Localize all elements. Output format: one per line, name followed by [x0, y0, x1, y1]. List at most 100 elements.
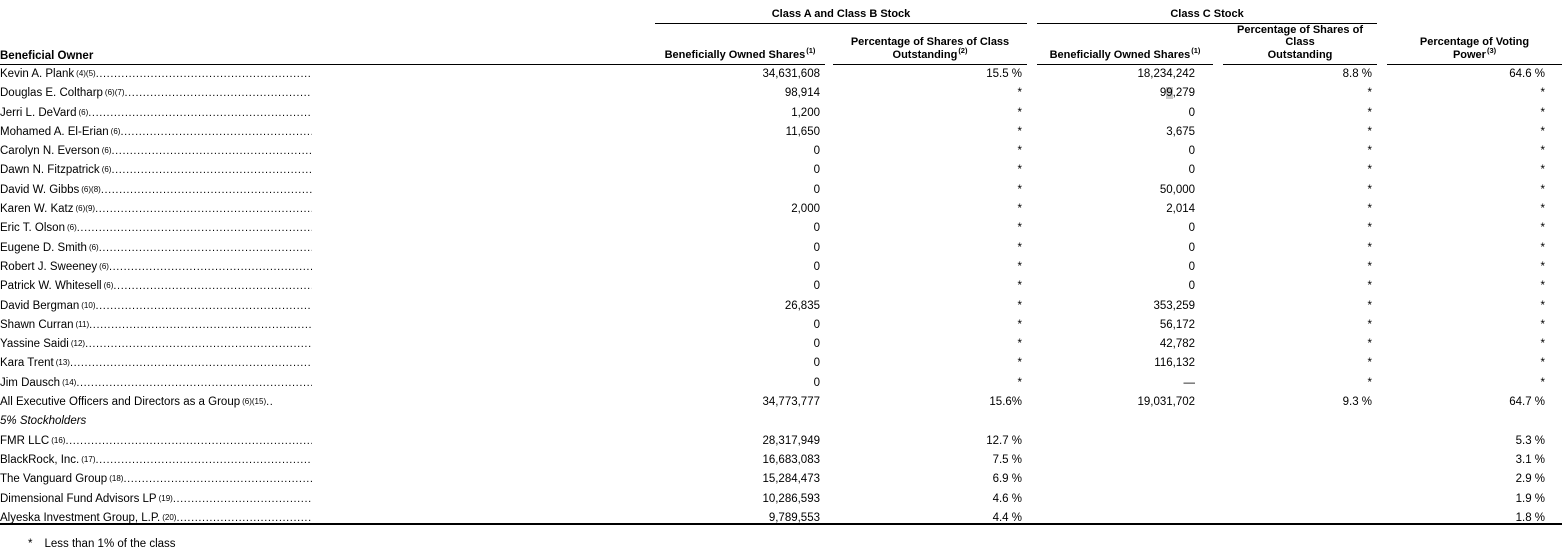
class-a-shares-cell: 2,000 — [791, 203, 820, 216]
spacer-cell — [1213, 23, 1223, 65]
spacer-cell — [1027, 84, 1037, 103]
group-header-class-c: Class C Stock — [1037, 0, 1378, 24]
class-c-pct-cell: * — [1367, 203, 1373, 216]
class-c-pct-cell: * — [1367, 260, 1373, 273]
spacer-cell — [825, 104, 833, 123]
voting-power-cell: * — [1540, 125, 1546, 138]
class-c-shares-cell: 18,234,242 — [1137, 68, 1196, 80]
owner-name: The Vanguard Group — [0, 473, 108, 486]
class-c-shares-cell — [1037, 490, 1213, 509]
table-row: Yassine Saidi(12) 0 * 42,782 * * — [0, 335, 1562, 354]
voting-power-cell: 2.9 % — [1515, 473, 1546, 486]
spacer-cell — [1213, 432, 1223, 451]
owner-name: BlackRock, Inc. — [0, 453, 80, 466]
voting-power-cell: 1.8 % — [1515, 511, 1546, 524]
class-a-shares-cell: 0 — [813, 357, 820, 370]
class-c-shares-cell: 50,000 — [1159, 183, 1196, 196]
owner-line: Mohamed A. El-Erian (6) — [0, 123, 312, 142]
owner-cell: Jim Dausch (14) — [0, 374, 655, 393]
highlighted-digit: 9 — [1166, 87, 1173, 100]
spacer-cell — [1213, 219, 1223, 238]
class-c-shares-cell — [1037, 509, 1213, 528]
spacer-cell — [1377, 104, 1387, 123]
voting-power-cell: * — [1540, 338, 1546, 351]
spacer-cell — [1377, 470, 1387, 489]
table-row: Carolyn N. Everson(6) 0 * 0 * * — [0, 142, 1562, 161]
voting-power-cell: 64.6 % — [1509, 68, 1546, 80]
class-c-pct-cell: * — [1367, 106, 1373, 119]
class-a-shares-cell — [655, 412, 825, 431]
dot-leader — [65, 432, 312, 451]
spacer-cell — [825, 393, 833, 412]
dot-leader — [95, 200, 312, 219]
spacer-cell — [825, 490, 833, 509]
spacer-cell — [825, 316, 833, 335]
dot-leader — [176, 509, 312, 528]
spacer-cell — [1213, 451, 1223, 470]
spacer-cell — [1377, 161, 1387, 180]
owner-line: Shawn Curran (11) — [0, 316, 312, 335]
spacer-cell — [1377, 65, 1387, 85]
spacer-cell — [1213, 412, 1223, 431]
class-a-shares-cell: 0 — [813, 145, 820, 158]
spacer-cell — [1377, 258, 1387, 277]
voting-power-cell: * — [1540, 87, 1546, 100]
dot-leader — [120, 123, 312, 142]
spacer-cell — [825, 412, 833, 431]
voting-power-cell: * — [1540, 203, 1546, 216]
owner-cell: Kara Trent (13) — [0, 354, 655, 373]
class-c-pct-cell: * — [1367, 241, 1373, 254]
owner-cell: Mohamed A. El-Erian (6) — [0, 123, 655, 142]
class-a-pct-cell: 7.5 % — [992, 453, 1023, 466]
owner-name: Kevin A. Plank — [0, 68, 75, 80]
voting-power-cell: 5.3 % — [1515, 434, 1546, 447]
dot-leader — [88, 104, 312, 123]
table-row: Douglas E. Coltharp(6)(7)98,914*99,279** — [0, 84, 1562, 103]
owner-name: Jerri L. DeVard — [0, 106, 77, 119]
dot-leader — [96, 65, 312, 84]
class-a-shares-cell: 0 — [813, 222, 820, 235]
spacer-cell — [1213, 84, 1223, 103]
spacer-cell — [1377, 200, 1387, 219]
header-footnote-ref: (1) — [1191, 45, 1201, 55]
class-a-pct-cell: * — [1017, 183, 1023, 196]
class-c-shares-cell: 42,782 — [1159, 338, 1196, 351]
class-c-shares-cell — [1037, 470, 1213, 489]
group-header-row: Class A and Class B Stock Class C Stock — [0, 0, 1562, 24]
voting-power-cell: * — [1540, 299, 1546, 312]
voting-power-cell: * — [1540, 241, 1546, 254]
owner-name: Alyeska Investment Group, L.P. — [0, 511, 161, 524]
owner-name: Douglas E. Coltharp — [0, 87, 103, 100]
table-row: David Bergman(10) 26,835 * 353,259 * * — [0, 297, 1562, 316]
class-a-pct-cell: 12.7 % — [986, 434, 1023, 447]
class-a-pct-cell: * — [1017, 164, 1023, 177]
owner-line: Kara Trent (13) — [0, 354, 312, 373]
owner-cell: Eric T. Olson (6) — [0, 219, 655, 238]
spacer-cell — [1027, 142, 1037, 161]
class-c-pct-cell — [1223, 451, 1377, 470]
voting-power-cell — [1387, 412, 1562, 431]
spacer-cell — [1027, 374, 1037, 393]
spacer-cell — [1377, 0, 1387, 23]
dot-leader — [95, 451, 312, 470]
spacer-cell — [1213, 374, 1223, 393]
table-row: 5% Stockholders — [0, 412, 1562, 431]
spacer-cell — [1213, 258, 1223, 277]
owner-name: Jim Dausch — [0, 376, 61, 389]
class-a-shares-cell: 98,914 — [784, 87, 820, 100]
owner-name: Dimensional Fund Advisors LP — [0, 492, 157, 505]
spacer-cell — [1027, 123, 1037, 142]
class-c-pct-cell: * — [1367, 164, 1373, 177]
class-a-pct-cell: 15.5 % — [986, 68, 1023, 80]
owner-line: Jim Dausch (14) — [0, 374, 312, 393]
owner-name: Yassine Saidi — [0, 338, 69, 351]
class-a-pct-cell: * — [1017, 299, 1023, 312]
spacer-cell — [1377, 374, 1387, 393]
class-a-shares-cell: 26,835 — [784, 299, 820, 312]
class-a-pct-cell: * — [1017, 280, 1023, 293]
column-header-row: Beneficial Owner Beneficially Owned Shar… — [0, 23, 1562, 65]
owner-cell: Jerri L. DeVard (6) — [0, 104, 655, 123]
table-row: Shawn Curran(11) 0 * 56,172 * * — [0, 316, 1562, 335]
class-a-shares-cell: 0 — [813, 241, 820, 254]
dot-leader — [124, 84, 312, 103]
